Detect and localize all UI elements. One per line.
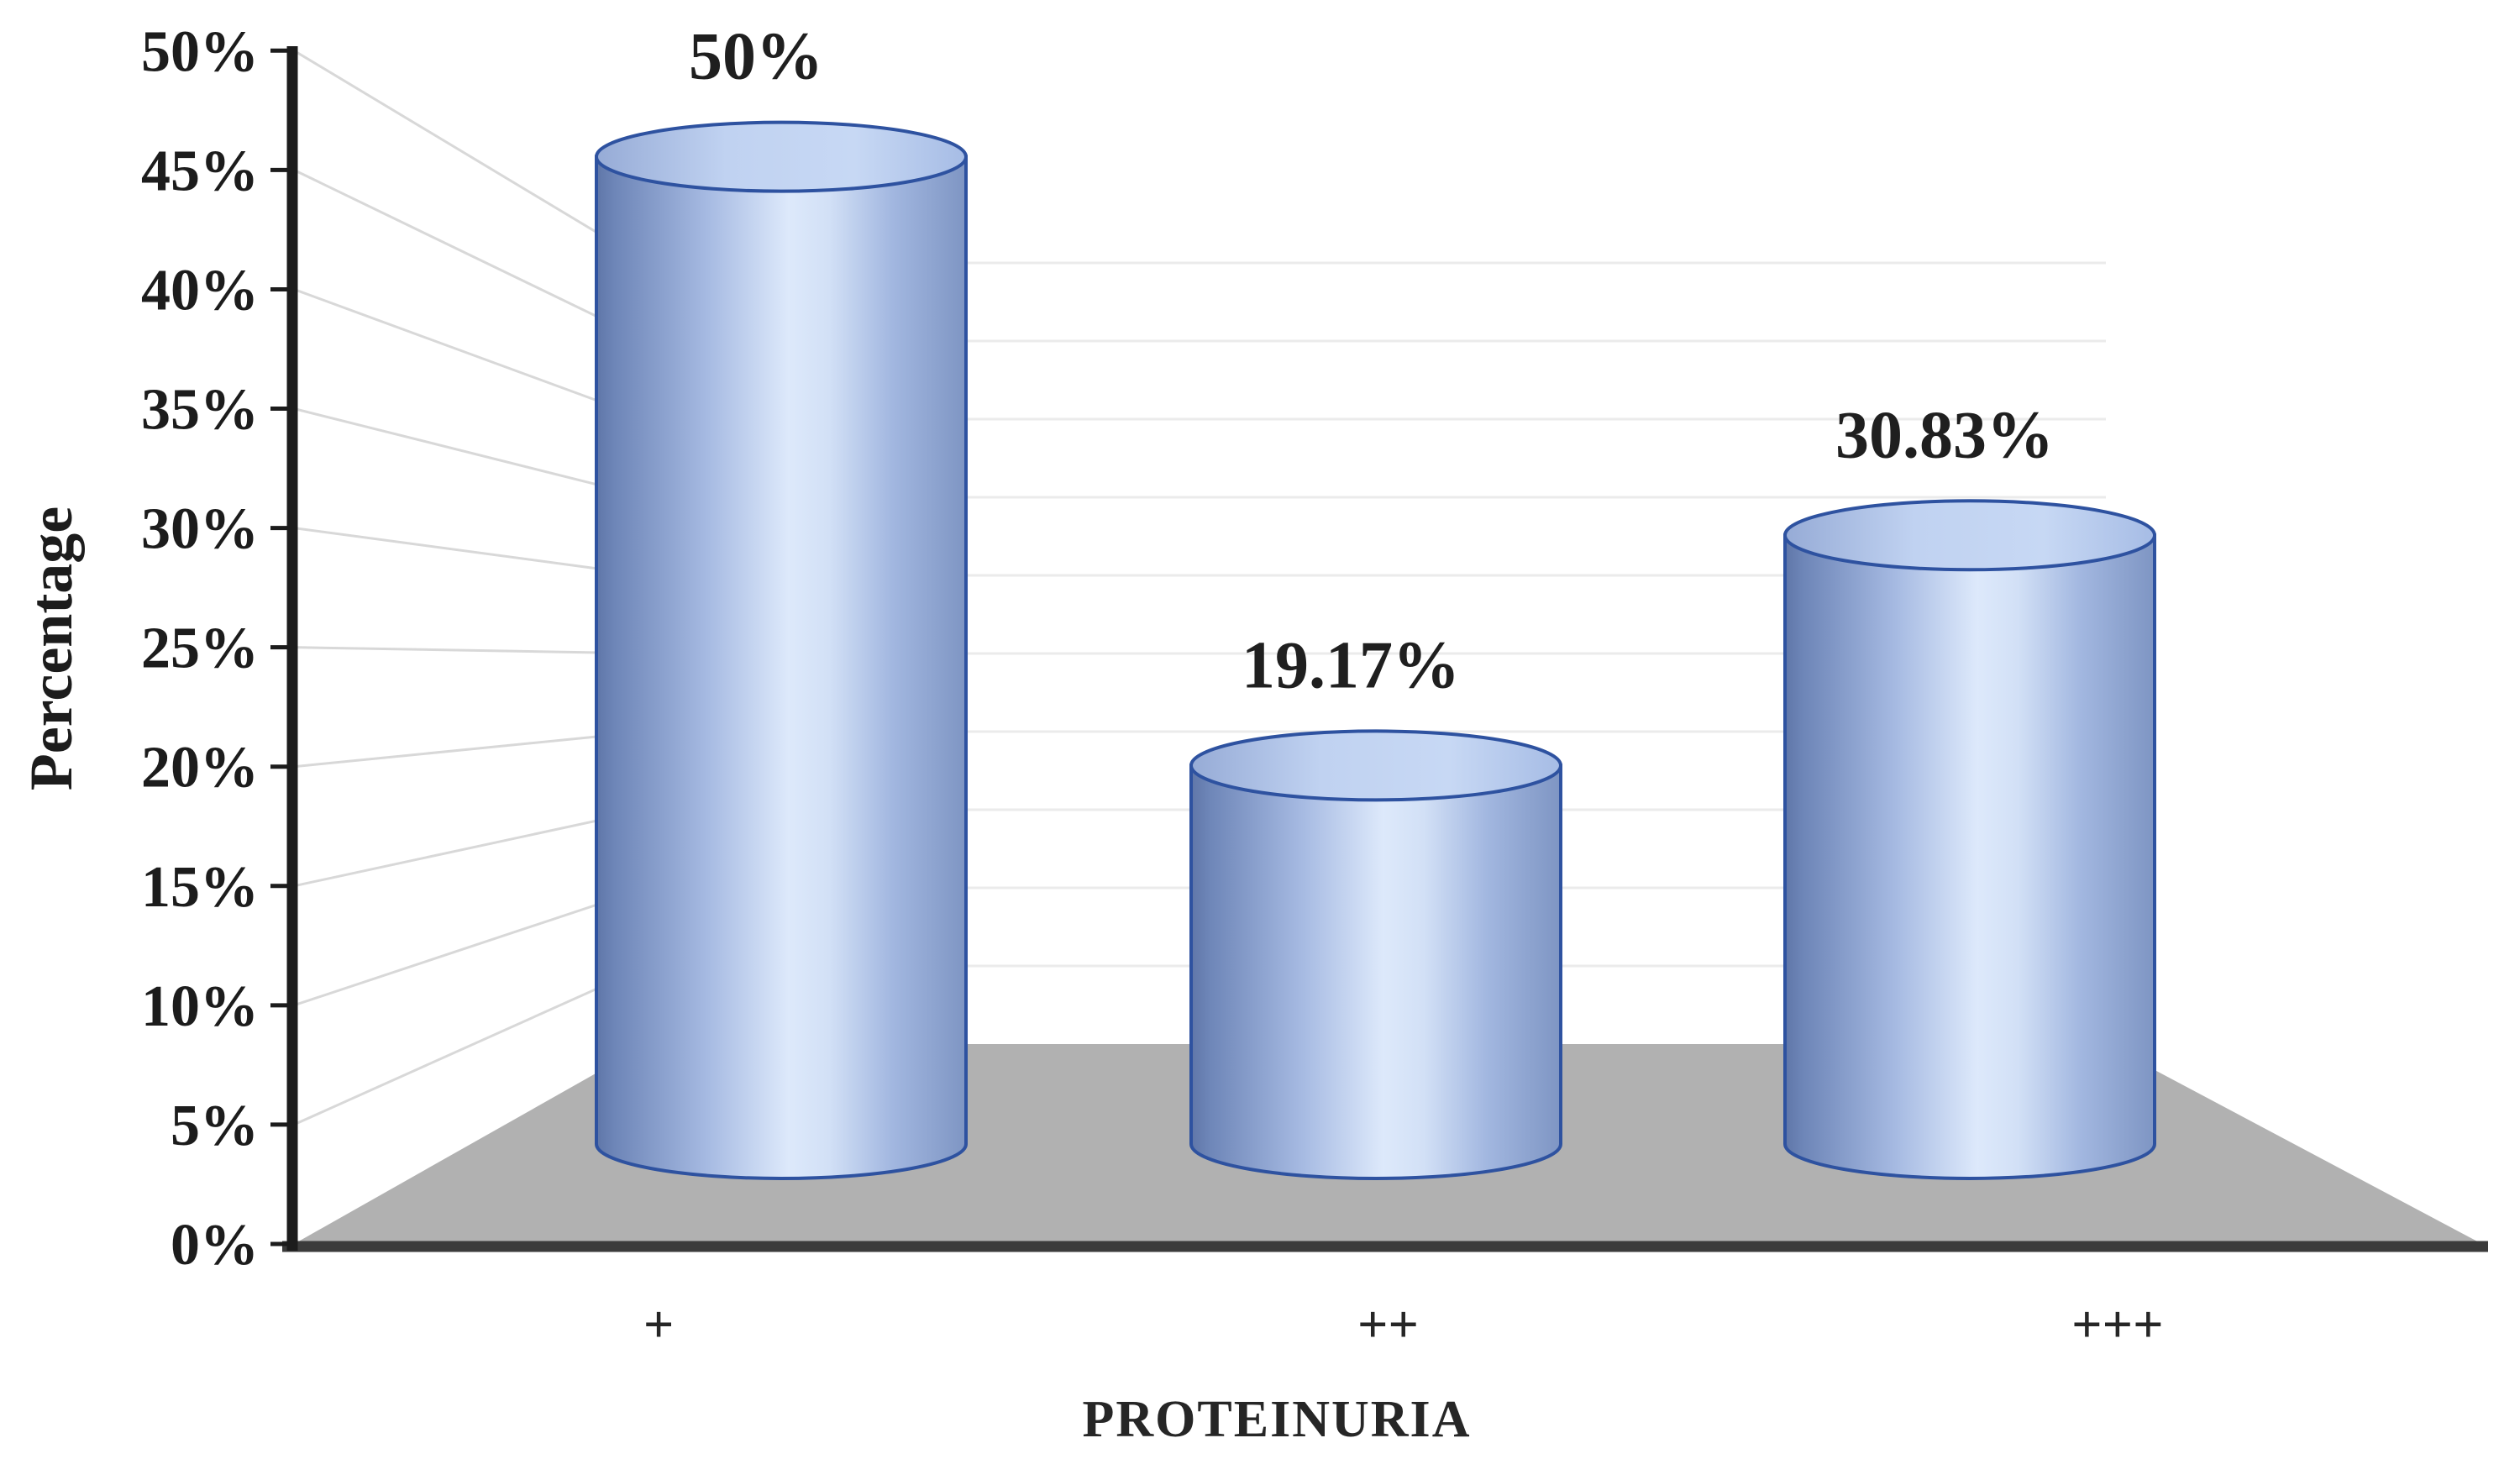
bar-series-layer — [595, 120, 2156, 1180]
x-category-label: +++ — [2071, 1294, 2163, 1354]
side-wall-gridline — [293, 808, 648, 888]
y-tick-label: 40% — [141, 258, 259, 323]
x-axis-title: PROTEINURIA — [1083, 1391, 1472, 1448]
side-wall-gridline — [293, 50, 648, 265]
labels-layer: 50% +19.17% ++ 30.83% +++ — [643, 20, 2164, 1354]
data-label: 19.17% — [1242, 628, 1460, 702]
side-wall-gridline — [293, 288, 648, 421]
data-label: 30.83% — [1835, 398, 2054, 472]
y-tick-label: 45% — [141, 139, 259, 203]
y-tick-label: 0% — [171, 1213, 259, 1278]
cylinder-bar — [1189, 764, 1562, 1180]
cylinder-bar — [595, 155, 968, 1180]
cylinder-top-face — [595, 120, 968, 193]
side-wall-gridline — [293, 646, 648, 655]
y-tick-label: 10% — [141, 974, 259, 1039]
side-wall-gridline — [293, 730, 648, 769]
y-tick-label: 50% — [141, 19, 259, 84]
side-wall-gridline — [293, 169, 648, 343]
y-tick-label: 30% — [141, 497, 259, 562]
side-wall-gridline — [293, 964, 648, 1126]
axes-layer: 0% 5% 10% 15% 20% 25% 30% 35% 40% 45% 50% — [141, 19, 2488, 1278]
y-tick-label: 25% — [141, 617, 259, 681]
y-tick-label: 5% — [171, 1094, 259, 1158]
cylinder-top-face — [1783, 499, 2156, 572]
data-label: 50% — [689, 20, 823, 94]
side-wall-gridline — [293, 407, 648, 499]
y-tick-label: 20% — [141, 736, 259, 800]
side-wall-gridline — [293, 886, 648, 1007]
cylinder-bar — [1783, 533, 2156, 1180]
cylinder-top-face — [1189, 729, 1562, 802]
y-tick-label: 15% — [141, 855, 259, 920]
x-category-label: + — [643, 1294, 674, 1354]
side-wall-gridline — [293, 527, 648, 577]
y-tick-label: 35% — [141, 378, 259, 443]
x-category-label: ++ — [1357, 1294, 1419, 1354]
y-axis-title: Percentage — [18, 506, 85, 790]
